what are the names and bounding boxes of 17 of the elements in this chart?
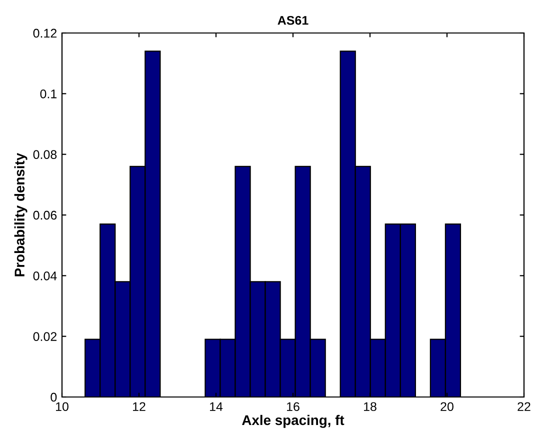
- y-tick-label: 0.1: [40, 89, 57, 98]
- x-tick-label: 18: [364, 402, 376, 412]
- chart-title: AS61: [278, 16, 308, 25]
- y-tick-label: 0.06: [33, 210, 57, 220]
- x-tick-label: 14: [210, 402, 223, 411]
- y-tick-label: 0.04: [33, 271, 57, 280]
- x-tick-label: 16: [287, 402, 300, 412]
- x-tick-label: 20: [440, 402, 454, 412]
- y-axis-title: Probability density: [14, 152, 28, 276]
- x-tick-label: 12: [133, 402, 146, 411]
- y-tick-label: 0: [50, 392, 57, 402]
- x-axis-title: Axle spacing, ft: [242, 414, 344, 428]
- x-tick-label: 10: [56, 402, 68, 412]
- x-tick-label: 22: [518, 402, 530, 411]
- y-tick-label: 0.12: [33, 28, 57, 38]
- y-tick-label: 0.08: [33, 150, 57, 159]
- y-tick-label: 0.02: [33, 332, 57, 341]
